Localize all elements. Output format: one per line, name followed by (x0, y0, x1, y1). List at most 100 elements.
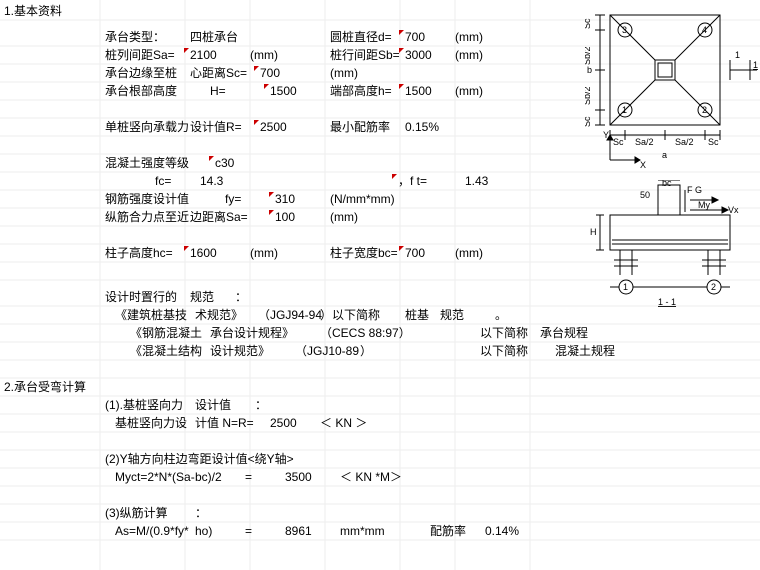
cap-type-val[interactable]: 四桩承台 (190, 30, 238, 44)
bc-unit: (mm) (455, 246, 483, 260)
spec2a: 《钢筋混凝土 (130, 326, 202, 340)
cap-type-label: 承台类型： (105, 30, 165, 44)
dia-one2: 1 (753, 60, 758, 70)
spec2d: （CECS 88:97） (320, 326, 411, 340)
pile-d-val[interactable]: 700 (405, 30, 425, 44)
dia-b: b (587, 65, 592, 75)
dia-vx: Vx (728, 205, 739, 215)
fy-val[interactable]: 310 (275, 192, 295, 206)
s2-1ba: 基桩竖向力设 (115, 416, 187, 430)
dia-11: 1 - 1 (658, 297, 676, 307)
spec2e: 以下简称 (480, 326, 528, 340)
spec-head1: 设计时置行的 (105, 290, 177, 304)
sa-unit: (mm) (250, 48, 278, 62)
dia-sa2b: Sa/2 (675, 137, 694, 147)
s2-3c: ： (195, 506, 207, 520)
plan-diagram: 34 12 Sc Sa/2 Sa/2 Sc a b Sc Sb/2 Sb/2 S… (585, 10, 745, 165)
sa-val[interactable]: 2100 (190, 48, 217, 62)
h-val[interactable]: 1500 (270, 84, 297, 98)
dia-sa2a: Sa/2 (635, 137, 654, 147)
s2-3beq: = (245, 524, 252, 538)
sb-val[interactable]: 3000 (405, 48, 432, 62)
spec1b: 术规范》 (195, 308, 243, 322)
s2-2beq: = (245, 470, 252, 484)
dia-scv2: Sc (585, 116, 592, 127)
minratio-label: 最小配筋率 (330, 120, 390, 134)
section2-title: 2.承台受弯计算 (4, 380, 86, 394)
s2-1c: ： (255, 398, 267, 412)
spec3e: 以下简称 (480, 344, 528, 358)
ft-label: ，f t= (398, 174, 427, 188)
s2-1bc[interactable]: 2500 (270, 416, 297, 430)
dia-bc: bc (662, 180, 672, 188)
svg-text:1: 1 (622, 105, 627, 115)
spec2b: 承台设计规 (210, 326, 270, 340)
s2-3be: 配筋率 (430, 524, 466, 538)
sb-label: 桩行间距Sb= (330, 48, 400, 62)
s2-3bd: mm*mm (340, 524, 385, 538)
rebar-sa-label1: 纵筋合力点至近 (105, 210, 189, 224)
spec1c: （JGJ94-94 (258, 308, 322, 322)
spec1f: 规范 (440, 308, 464, 322)
s2-2bb: bc)/2 (195, 470, 222, 484)
ft-val[interactable]: 1.43 (465, 174, 488, 188)
concrete-val[interactable]: c30 (215, 156, 234, 170)
spec3a: 《混凝土结构 (130, 344, 202, 358)
dia-sb2a: Sb/2 (585, 46, 592, 65)
s2-1h2: 设计值 (195, 398, 231, 412)
spec1a: 《建筑桩基技 (115, 308, 187, 322)
minratio-val[interactable]: 0.15% (405, 120, 439, 134)
s2-3bb: ho) (195, 524, 212, 538)
svg-text:1: 1 (623, 282, 628, 292)
spec3c: （JGJ10-89 (295, 344, 359, 358)
s2-2ba: Myct=2*N*(Sa- (115, 470, 195, 484)
rebar-sa-unit: (mm) (330, 210, 358, 224)
fy-unit: (N/mm*mm) (330, 192, 395, 206)
h2-val[interactable]: 1500 (405, 84, 432, 98)
s2-2bc[interactable]: 3500 (285, 470, 312, 484)
rebar-sa-val[interactable]: 100 (275, 210, 295, 224)
spec1g: 。 (495, 308, 507, 322)
h-label2: H= (210, 84, 226, 98)
fc-val[interactable]: 14.3 (200, 174, 223, 188)
dia-sc2: Sc (708, 137, 719, 147)
dia-y: Y (603, 130, 609, 140)
s2-2bd: ＜ KN *M＞ (340, 470, 402, 484)
h-label1: 承台根部高度 (105, 84, 177, 98)
hc-val[interactable]: 1600 (190, 246, 217, 260)
bc-val[interactable]: 700 (405, 246, 425, 260)
pile-d-label: 圆桩直径d= (330, 30, 392, 44)
h2-unit: (mm) (455, 84, 483, 98)
spec-head3: ： (235, 290, 247, 304)
dia-fg: F G (687, 185, 702, 195)
s2-1bb: 计值 N=R= (195, 416, 254, 430)
sb-unit: (mm) (455, 48, 483, 62)
fc-label: fc= (155, 174, 171, 188)
concrete-label: 混凝土强度等级 (105, 156, 189, 170)
dia-sb2b: Sb/2 (585, 86, 592, 105)
dia-h: H (590, 227, 597, 237)
h2-label: 端部高度h= (330, 84, 392, 98)
sc-val[interactable]: 700 (260, 66, 280, 80)
spec3d: ） (360, 344, 372, 358)
spec1d: ）以下简称 (320, 308, 380, 322)
svg-text:3: 3 (622, 25, 627, 35)
dia-x: X (640, 160, 646, 170)
pile-d-unit: (mm) (455, 30, 483, 44)
spec1e: 桩基 (405, 308, 429, 322)
dia-sc1: Sc (613, 137, 624, 147)
s2-1bd: ＜ KN ＞ (320, 416, 367, 430)
fy-label1: 钢筋强度设计值 (105, 192, 189, 206)
hc-unit: (mm) (250, 246, 278, 260)
dia-scv1: Sc (585, 18, 592, 29)
sc-label2: 心距离Sc= (190, 66, 247, 80)
s2-3bc[interactable]: 8961 (285, 524, 312, 538)
sc-unit: (mm) (330, 66, 358, 80)
fy-label2: fy= (225, 192, 241, 206)
sc-label1: 承台边缘至桩 (105, 66, 177, 80)
r-val[interactable]: 2500 (260, 120, 287, 134)
r-label2: 设计值R= (190, 120, 242, 134)
section-diagram: bc 50 F G My Vx H 12 1 - 1 (590, 180, 750, 310)
spec2f: 承台规程 (540, 326, 588, 340)
s2-3bf[interactable]: 0.14% (485, 524, 519, 538)
